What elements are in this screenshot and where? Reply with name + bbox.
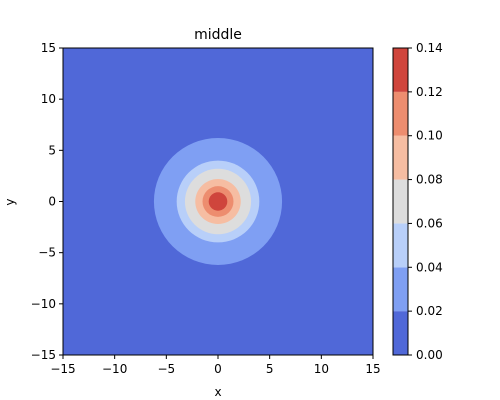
colorbar-tick-label: 0.04 [416, 260, 443, 274]
x-tick-label: −5 [157, 362, 175, 376]
y-tick-label: −10 [31, 297, 56, 311]
x-tick-label: 10 [314, 362, 329, 376]
colorbar-segment-0 [393, 311, 408, 355]
colorbar-axis: 0.00 0.02 0.04 0.06 0.08 0.10 0.12 0.14 [408, 41, 443, 362]
colorbar-frame [392, 47, 409, 356]
y-tick-label: 10 [41, 92, 56, 106]
colorbar-segment-6 [393, 48, 408, 92]
x-tick-label: −10 [102, 362, 127, 376]
x-axis-label: x [214, 385, 221, 399]
colorbar-tick-label: 0.08 [416, 173, 443, 187]
colorbar-tick-label: 0.02 [416, 304, 443, 318]
y-tick-label: 15 [41, 41, 56, 55]
colorbar-segment-5 [393, 91, 408, 136]
colorbar-segment-2 [393, 223, 408, 268]
y-tick-label: −5 [38, 246, 56, 260]
x-tick-label: −15 [50, 362, 75, 376]
y-tick-label: 5 [48, 143, 56, 157]
y-tick-label: −15 [31, 348, 56, 362]
x-tick-label: 5 [266, 362, 274, 376]
colorbar [393, 48, 408, 355]
colorbar-tick-label: 0.12 [416, 85, 443, 99]
y-axis-label: y [3, 198, 17, 205]
contour-band-6 [208, 192, 228, 211]
x-axis: −15 −10 −5 0 5 10 15 [50, 355, 381, 376]
plot-area [63, 48, 373, 355]
x-tick-label: 0 [214, 362, 222, 376]
chart-title: middle [194, 27, 242, 43]
y-tick-label: 0 [48, 195, 56, 209]
colorbar-tick-label: 0.14 [416, 41, 443, 55]
y-axis: −15 −10 −5 0 5 10 15 [31, 41, 63, 362]
colorbar-segment-3 [393, 179, 408, 224]
colorbar-segment-1 [393, 267, 408, 312]
colorbar-tick-label: 0.06 [416, 216, 443, 230]
colorbar-tick-label: 0.00 [416, 348, 443, 362]
colorbar-segment-4 [393, 135, 408, 180]
x-tick-label: 15 [365, 362, 380, 376]
colorbar-tick-label: 0.10 [416, 129, 443, 143]
